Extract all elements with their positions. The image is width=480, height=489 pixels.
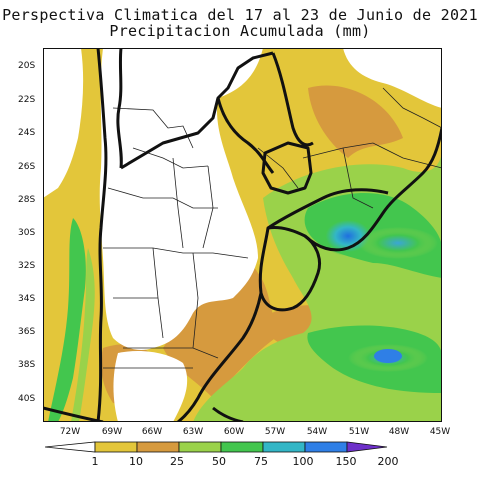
lat-label: 34S — [18, 294, 36, 304]
lat-label: 30S — [18, 228, 36, 238]
precip-below-1mm-zone — [113, 351, 188, 422]
lon-label: 72W — [59, 427, 81, 437]
precip-below-1mm-zone — [343, 48, 442, 108]
colorbar-segment — [178, 441, 222, 453]
colorbar-arrow-right — [346, 441, 388, 453]
colorbar-arrow-left — [45, 441, 96, 453]
precip-max-core — [358, 227, 438, 259]
country-borders — [43, 48, 442, 422]
precip-10-25-zone — [308, 85, 403, 158]
lat-label: 26S — [18, 162, 36, 172]
colorbar-segment — [262, 441, 306, 453]
colorbar-label: 10 — [129, 455, 143, 468]
lat-label: 28S — [18, 195, 36, 205]
lon-label: 48W — [388, 427, 410, 437]
lat-label: 24S — [18, 128, 36, 138]
lon-label: 57W — [264, 427, 286, 437]
lon-label: 66W — [141, 427, 163, 437]
lon-label: 60W — [223, 427, 245, 437]
precip-max-core — [374, 349, 402, 363]
lat-label: 32S — [18, 261, 36, 271]
lat-label: 38S — [18, 360, 36, 370]
lon-label: 45W — [429, 427, 451, 437]
colorbar-label: 150 — [335, 455, 357, 468]
colorbar-label: 75 — [254, 455, 268, 468]
lon-label: 51W — [348, 427, 370, 437]
lon-label: 54W — [306, 427, 328, 437]
lon-label: 69W — [101, 427, 123, 437]
lat-label: 36S — [18, 327, 36, 337]
colorbar-label: 200 — [377, 455, 399, 468]
province-borders — [103, 87, 442, 369]
lat-label: 22S — [18, 95, 36, 105]
colorbar-segment — [220, 441, 264, 453]
precip-below-1mm-zone — [43, 48, 84, 198]
precip-chile-strip — [48, 218, 86, 422]
precipitation-map — [43, 48, 442, 422]
lat-label: 40S — [18, 394, 36, 404]
colorbar-segment — [304, 441, 348, 453]
colorbar-segment — [94, 441, 138, 453]
colorbar-label: 25 — [170, 455, 184, 468]
colorbar-label: 50 — [212, 455, 226, 468]
lat-label: 20S — [18, 61, 36, 71]
precip-chile-strip — [71, 248, 95, 422]
map-title: Perspectiva Climatica del 17 al 23 de Ju… — [2, 6, 478, 24]
colorbar-label: 1 — [91, 455, 99, 468]
precip-below-1mm-zone — [99, 48, 263, 350]
colorbar-segment — [136, 441, 180, 453]
colorbar-label: 100 — [292, 455, 314, 468]
colorbar — [45, 441, 388, 453]
lon-label: 63W — [182, 427, 204, 437]
map-subtitle: Precipitacion Acumulada (mm) — [109, 22, 371, 40]
